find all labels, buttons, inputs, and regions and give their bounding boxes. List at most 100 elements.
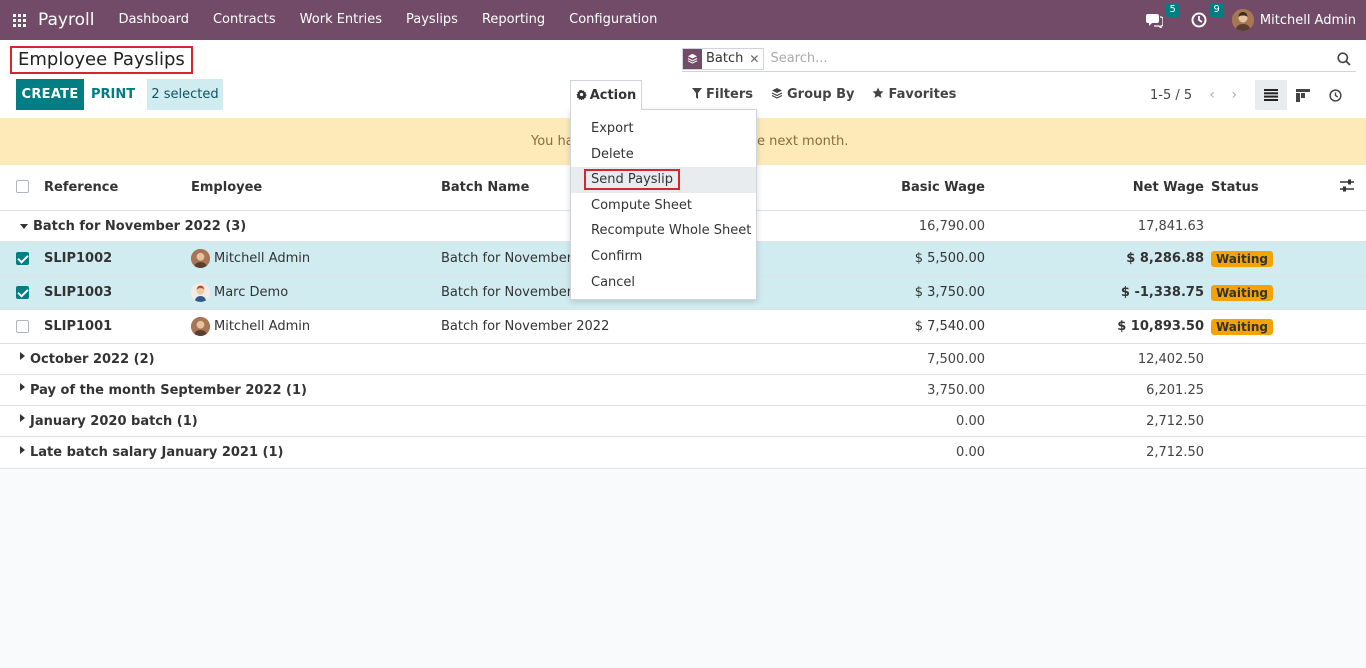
app-name[interactable]: Payroll [38, 10, 95, 30]
caret-down-icon [20, 223, 28, 229]
col-employee[interactable]: Employee [191, 180, 263, 195]
pager-value[interactable]: 1-5 / 5 [1150, 87, 1193, 103]
action-cancel[interactable]: Cancel [591, 274, 636, 290]
select-all-checkbox[interactable] [16, 180, 29, 193]
row-reference: SLIP1002 [44, 251, 113, 266]
page-title: Employee Payslips [10, 46, 193, 74]
row-checkbox[interactable] [16, 286, 29, 299]
row-net-wage: $ 10,893.50 [1117, 319, 1204, 334]
close-icon[interactable]: ✕ [749, 51, 760, 66]
table-header: Reference Employee Batch Name Basic Wage… [0, 165, 1366, 211]
layers-icon [771, 87, 783, 102]
group-row[interactable]: Late batch salary January 2021 (1) 0.00 … [0, 437, 1366, 468]
search-bar: Batch ✕ [682, 46, 1356, 72]
kanban-view-icon[interactable] [1287, 80, 1319, 110]
row-batch: Batch for November 2 [441, 251, 585, 266]
group-net-wage: 2,712.50 [1146, 445, 1204, 460]
group-row[interactable]: Pay of the month September 2022 (1) 3,75… [0, 375, 1366, 406]
row-reference: SLIP1003 [44, 285, 113, 300]
activity-view-icon[interactable] [1319, 80, 1351, 110]
column-settings-icon[interactable] [1339, 179, 1355, 196]
avatar [191, 283, 210, 302]
table-row[interactable]: SLIP1001 Mitchell Admin Batch for Novemb… [0, 310, 1366, 344]
chat-icon[interactable]: 5 [1144, 3, 1180, 29]
activity-clock-icon[interactable]: 9 [1188, 3, 1224, 29]
row-batch: Batch for November 2022 [441, 319, 610, 334]
group-net-wage: 17,841.63 [1137, 218, 1204, 234]
pager: 1-5 / 5 ‹ › [1150, 87, 1244, 103]
top-navbar: Payroll Dashboard Contracts Work Entries… [0, 0, 1366, 40]
col-batch-name[interactable]: Batch Name [441, 180, 530, 195]
control-panel: Employee Payslips Batch ✕ CREATE PRINT 2… [0, 40, 1366, 118]
menu-payslips[interactable]: Payslips [406, 12, 458, 27]
group-basic-wage: 16,790.00 [918, 218, 985, 234]
filters-toggle[interactable]: Filters [692, 87, 753, 102]
status-badge: Waiting [1211, 250, 1274, 267]
chevron-left-icon[interactable]: ‹ [1209, 87, 1215, 103]
search-icon[interactable] [1334, 49, 1354, 69]
favorites-toggle[interactable]: Favorites [872, 87, 956, 102]
menu-work-entries[interactable]: Work Entries [299, 12, 383, 27]
row-basic-wage: $ 7,540.00 [914, 319, 985, 334]
action-send-payslip[interactable]: Send Payslip [571, 167, 756, 193]
group-basic-wage: 3,750.00 [927, 382, 985, 398]
chat-badge: 5 [1165, 3, 1180, 17]
print-button[interactable]: PRINT [90, 87, 136, 102]
group-row[interactable]: October 2022 (2) 7,500.00 12,402.50 [0, 344, 1366, 375]
caret-right-icon [20, 383, 25, 391]
menu-dashboard[interactable]: Dashboard [118, 12, 189, 27]
row-reference: SLIP1001 [44, 319, 113, 334]
search-options: Filters Group By Favorites [692, 87, 974, 102]
action-confirm[interactable]: Confirm [591, 248, 643, 264]
main-menu: Dashboard Contracts Work Entries Payslip… [106, 0, 669, 40]
row-employee: Marc Demo [191, 283, 288, 302]
favorites-label: Favorites [888, 87, 957, 102]
group-title: January 2020 batch (1) [30, 413, 198, 429]
group-title: October 2022 (2) [30, 351, 155, 367]
apps-menu-icon[interactable] [0, 0, 38, 40]
list-view-icon[interactable] [1255, 80, 1287, 110]
search-input[interactable] [770, 51, 1334, 66]
gear-icon [576, 88, 587, 103]
row-net-wage: $ -1,338.75 [1120, 285, 1204, 300]
search-facet: Batch ✕ [682, 47, 765, 70]
warning-text-right: e next month. [757, 134, 849, 149]
group-net-wage: 12,402.50 [1137, 351, 1204, 367]
group-row[interactable]: January 2020 batch (1) 0.00 2,712.50 [0, 406, 1366, 437]
user-name: Mitchell Admin [1259, 12, 1356, 28]
menu-reporting[interactable]: Reporting [481, 12, 546, 27]
group-net-wage: 2,712.50 [1146, 413, 1204, 429]
action-dropdown: Export Delete Send Payslip Compute Sheet… [570, 109, 757, 300]
col-basic-wage[interactable]: Basic Wage [901, 180, 985, 195]
star-icon [872, 87, 884, 102]
row-checkbox[interactable] [16, 320, 29, 333]
action-compute-sheet[interactable]: Compute Sheet [591, 197, 692, 213]
caret-right-icon [20, 352, 25, 360]
row-basic-wage: $ 3,750.00 [914, 285, 985, 300]
caret-right-icon [20, 445, 25, 454]
filters-label: Filters [706, 87, 753, 102]
row-batch: Batch for November 2 [441, 285, 585, 300]
group-title: Late batch salary January 2021 (1) [30, 445, 284, 460]
action-export[interactable]: Export [591, 121, 634, 136]
chevron-right-icon[interactable]: › [1231, 87, 1237, 103]
menu-configuration[interactable]: Configuration [569, 12, 658, 27]
row-basic-wage: $ 5,500.00 [914, 251, 985, 266]
action-delete[interactable]: Delete [591, 146, 634, 162]
action-button[interactable]: Action [570, 80, 642, 110]
create-button[interactable]: CREATE [16, 79, 84, 110]
row-net-wage: $ 8,286.88 [1126, 251, 1204, 266]
col-status[interactable]: Status [1211, 180, 1259, 195]
menu-contracts[interactable]: Contracts [212, 12, 276, 27]
group-title: Batch for November 2022 (3) [33, 218, 247, 234]
status-badge: Waiting [1211, 284, 1274, 301]
layers-icon [683, 48, 702, 69]
row-checkbox[interactable] [16, 252, 29, 265]
search-facet-value: Batch [706, 51, 744, 66]
col-reference[interactable]: Reference [44, 180, 119, 195]
user-menu[interactable]: Mitchell Admin [1231, 9, 1356, 31]
groupby-toggle[interactable]: Group By [771, 87, 854, 102]
view-switcher [1255, 80, 1351, 110]
col-net-wage[interactable]: Net Wage [1132, 180, 1204, 195]
action-recompute-whole-sheet[interactable]: Recompute Whole Sheet [591, 223, 752, 239]
